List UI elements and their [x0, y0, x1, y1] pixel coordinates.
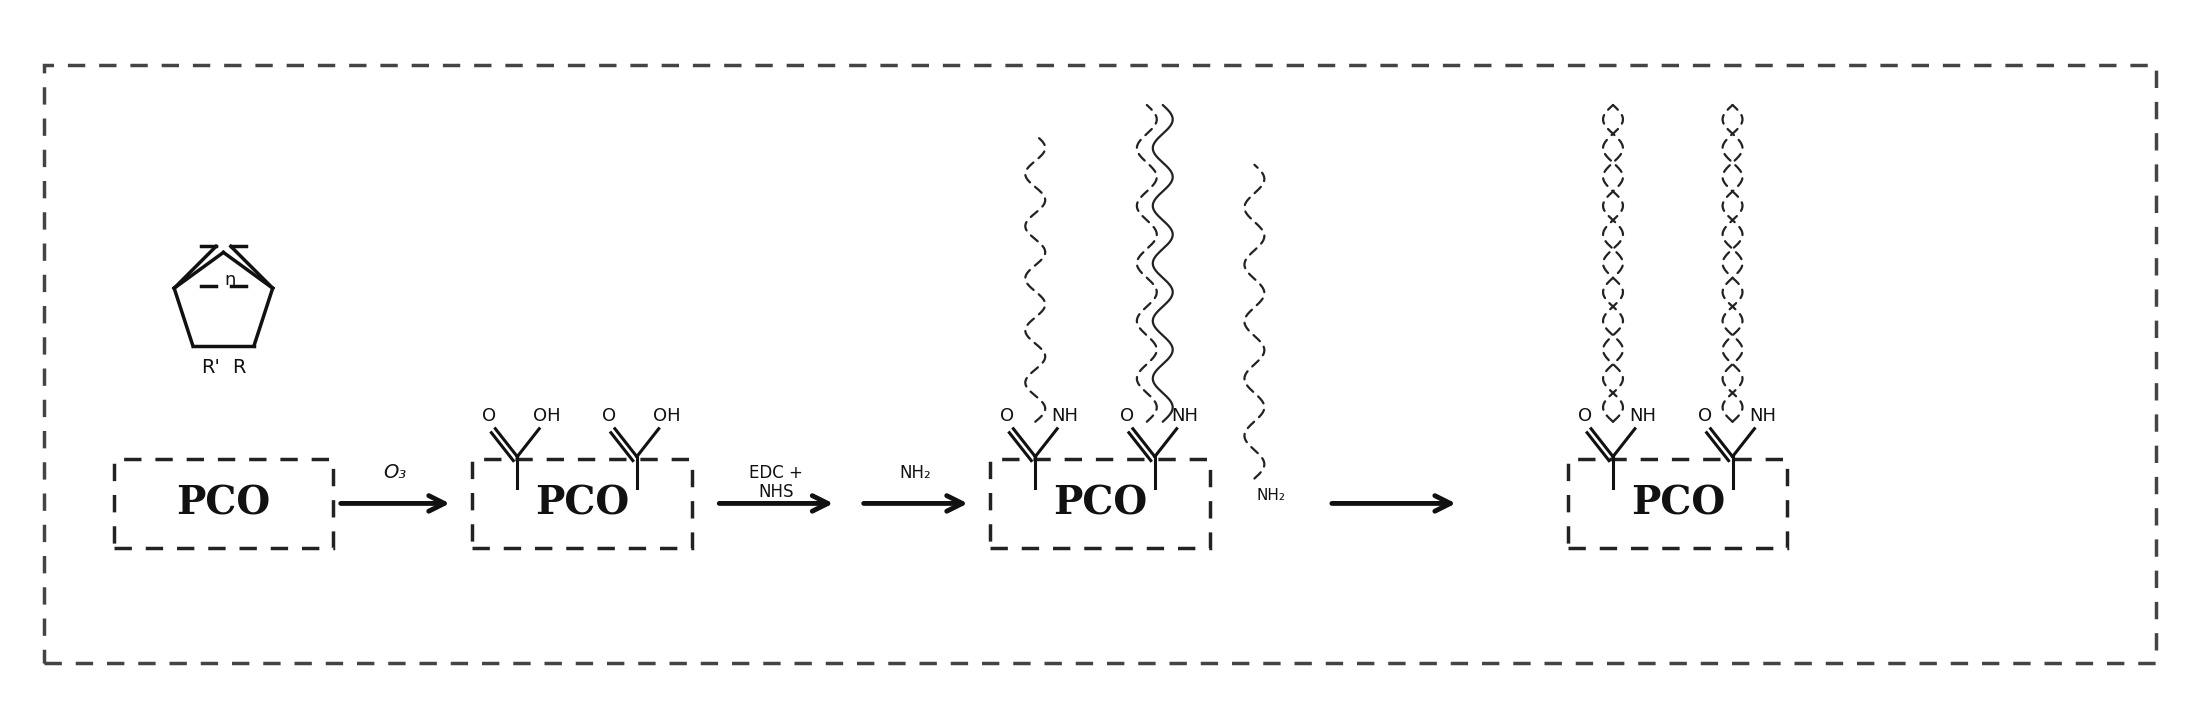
FancyBboxPatch shape	[1568, 458, 1788, 548]
Text: EDC +: EDC +	[749, 463, 804, 481]
Text: R': R'	[200, 358, 220, 377]
Text: PCO: PCO	[535, 484, 630, 523]
Text: NHS: NHS	[757, 483, 795, 501]
Text: O: O	[1698, 407, 1711, 425]
Text: NH: NH	[1629, 407, 1656, 425]
Text: O: O	[601, 407, 617, 425]
Text: NH: NH	[1748, 407, 1777, 425]
Text: OH: OH	[652, 407, 680, 425]
Text: OH: OH	[533, 407, 562, 425]
Text: O: O	[1000, 407, 1015, 425]
Text: O: O	[1579, 407, 1592, 425]
FancyBboxPatch shape	[115, 458, 333, 548]
Text: PCO: PCO	[176, 484, 271, 523]
FancyBboxPatch shape	[991, 458, 1209, 548]
Text: PCO: PCO	[1632, 484, 1724, 523]
Text: NH: NH	[1171, 407, 1198, 425]
Text: NH₂: NH₂	[1257, 488, 1286, 503]
Text: NH₂: NH₂	[901, 463, 931, 481]
Text: R: R	[233, 358, 247, 377]
Text: O: O	[1121, 407, 1134, 425]
Text: O₃: O₃	[383, 463, 407, 481]
Text: n: n	[225, 271, 236, 289]
FancyBboxPatch shape	[473, 458, 691, 548]
Text: NH: NH	[1053, 407, 1079, 425]
Text: PCO: PCO	[1053, 484, 1147, 523]
Text: O: O	[482, 407, 495, 425]
